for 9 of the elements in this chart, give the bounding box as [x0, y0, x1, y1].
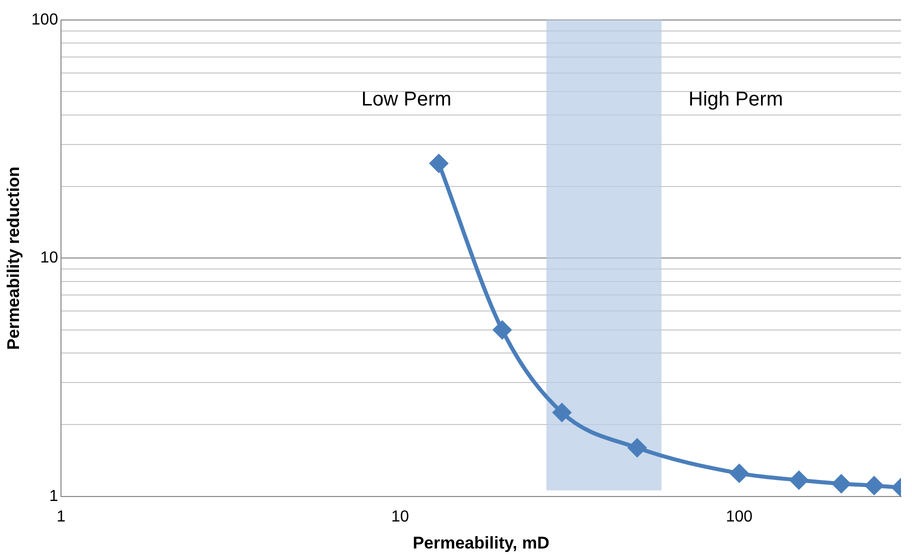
annotation: High Perm: [688, 88, 784, 111]
y-tick-label: 10: [40, 250, 58, 267]
x-tick-label: 100: [726, 508, 753, 526]
y-axis-title: Permeability reduction: [4, 166, 23, 350]
x-axis-title: Permeability, mD: [412, 533, 550, 552]
y-tick-label: 1: [49, 488, 58, 505]
y-tick-label: 100: [31, 11, 58, 28]
x-tick-label: 10: [391, 508, 410, 526]
annotation: Low Perm: [361, 88, 452, 111]
